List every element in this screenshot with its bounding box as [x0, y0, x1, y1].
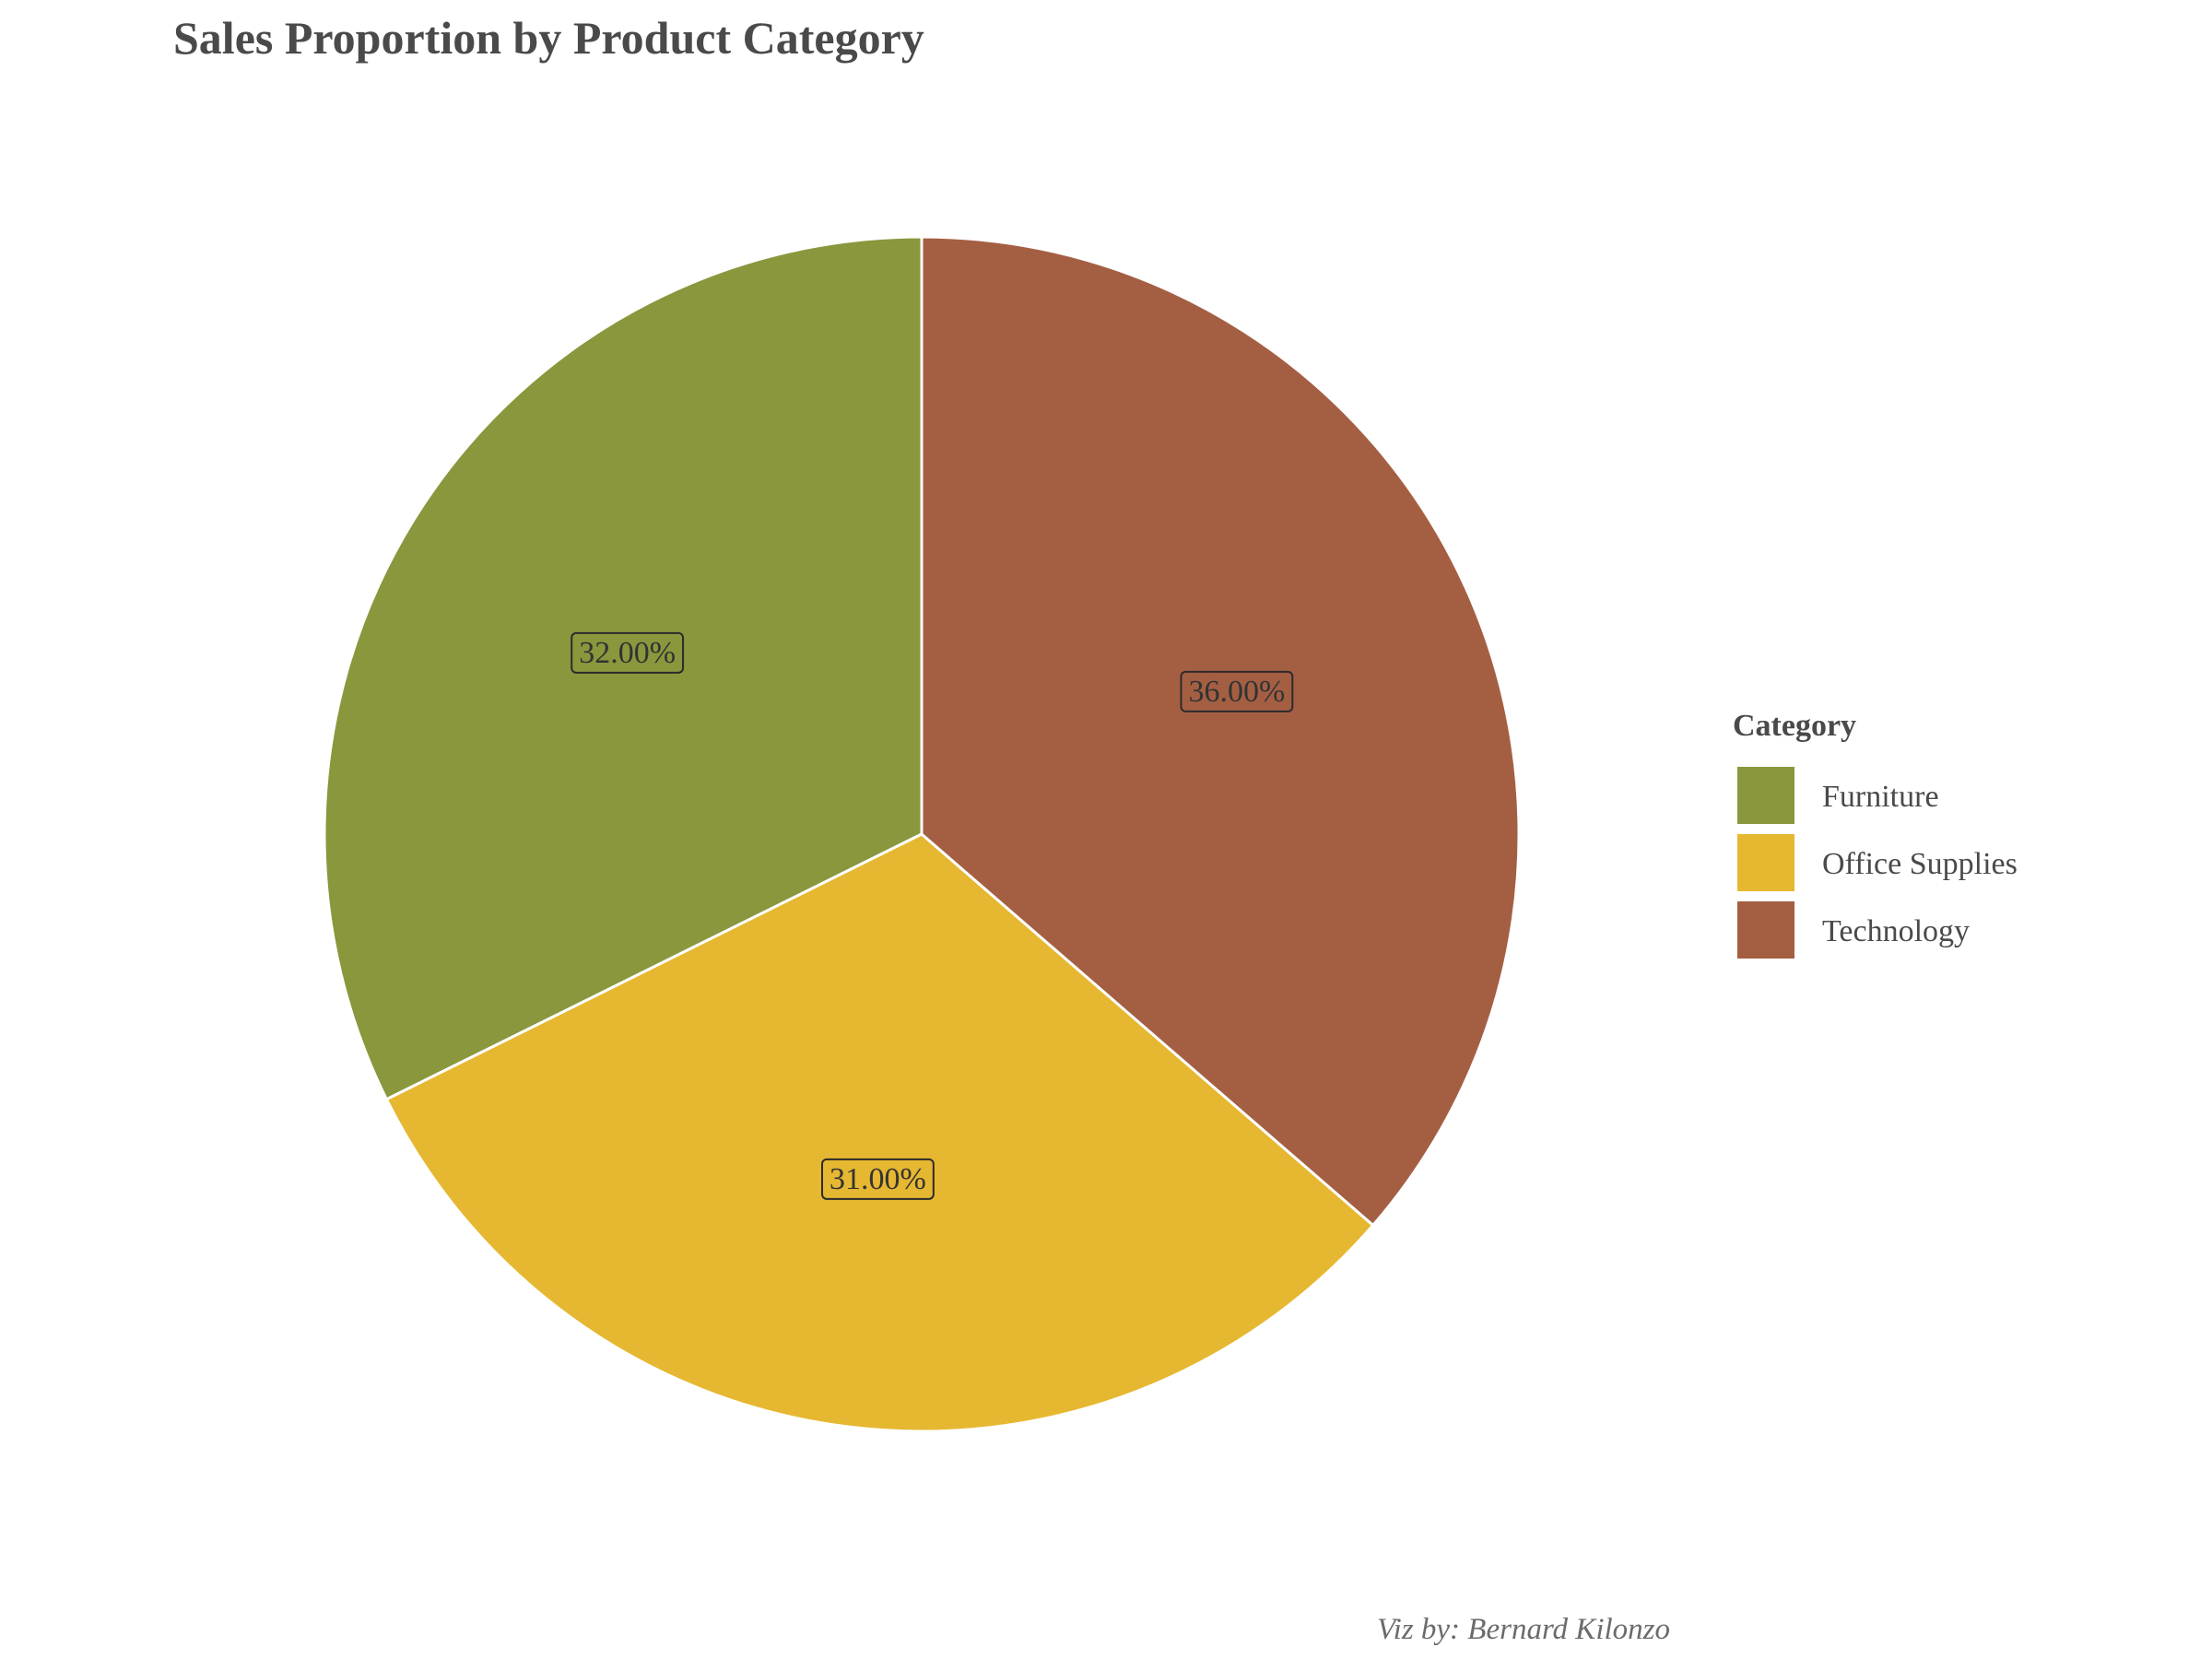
slice-label-box	[571, 631, 685, 674]
legend-swatch-office-supplies	[1737, 834, 1794, 891]
slice-label-office-supplies: 31.00%	[821, 1158, 935, 1200]
slice-label-text: 31.00%	[830, 1162, 926, 1196]
slice-label-box	[1180, 670, 1294, 712]
pie-slice-technology	[920, 235, 1521, 1228]
legend-title: Category	[1733, 709, 1856, 743]
chart-title: Sales Proportion by Product Category	[173, 12, 924, 64]
caption: Viz by: Bernard Kilonzo	[1377, 1613, 1670, 1646]
legend-items: Furniture Office Supplies Technology	[1737, 767, 2018, 959]
slice-label-text: 36.00%	[1188, 675, 1285, 709]
pie-slice-labels: 32.00% 31.00% 36.00%	[571, 631, 1294, 1200]
legend-label-furniture: Furniture	[1822, 780, 1939, 814]
legend: Category Furniture Office Supplies Technol…	[1733, 709, 2018, 959]
pie-slice-furniture	[323, 235, 924, 1101]
slice-label-box	[821, 1158, 935, 1200]
slice-label-technology: 36.00%	[1180, 670, 1294, 712]
legend-swatch-technology	[1737, 901, 1794, 959]
legend-swatch-furniture	[1737, 767, 1794, 824]
slice-label-furniture: 32.00%	[571, 631, 685, 674]
legend-label-office-supplies: Office Supplies	[1822, 847, 2018, 881]
pie-slice-office-supplies	[384, 832, 1375, 1433]
slice-label-text: 32.00%	[579, 636, 676, 670]
legend-label-technology: Technology	[1822, 914, 1970, 948]
pie-slices	[323, 235, 1521, 1433]
